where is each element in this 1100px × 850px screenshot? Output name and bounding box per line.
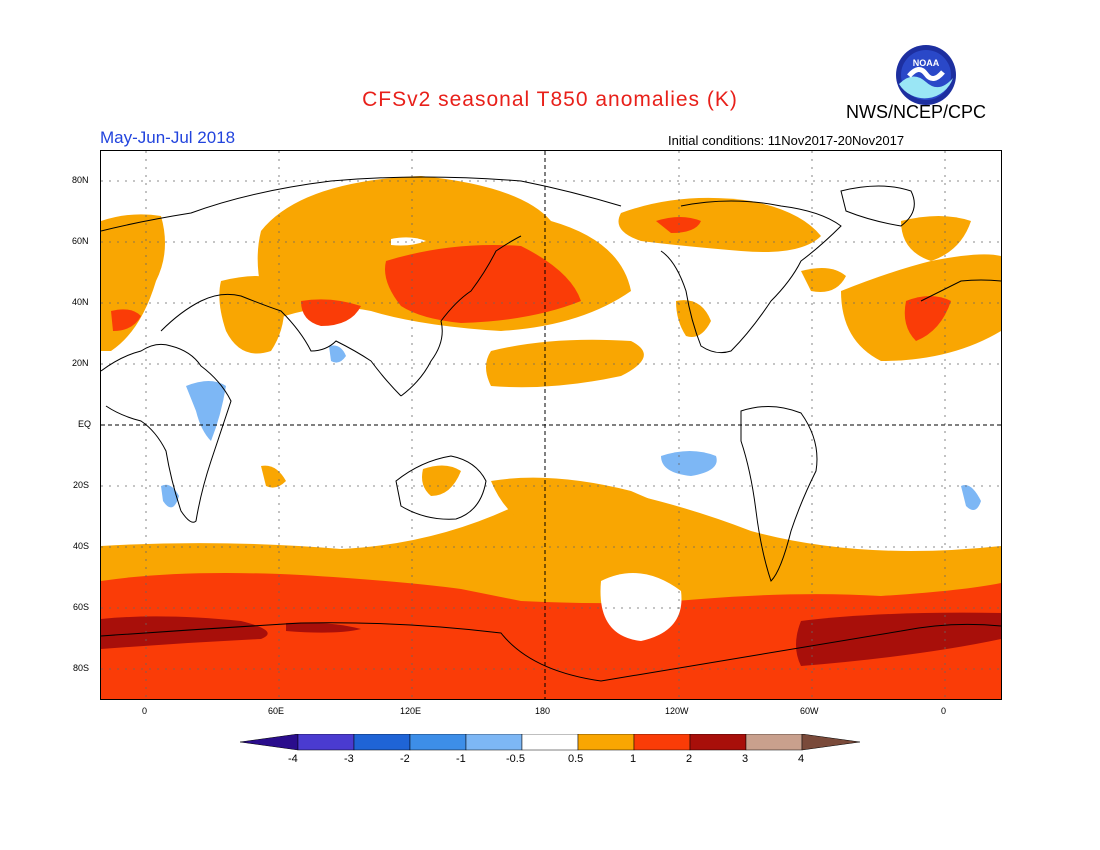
cbar-swatch-1 [297, 734, 355, 751]
cbar-swatch-10 [801, 734, 860, 751]
anomaly-south-atlantic-cold [961, 485, 981, 510]
lat-label-40s: 40S [73, 541, 90, 551]
cbar-swatch-2 [353, 734, 411, 751]
anomaly-canada-core [656, 217, 701, 233]
anomaly-greenland-east [901, 216, 971, 261]
lon-label-60w: 60W [800, 706, 819, 716]
anomaly-australia [422, 465, 461, 496]
anomaly-canada [618, 197, 821, 252]
lat-label-eq: EQ [78, 419, 92, 429]
cbar-swatch-9 [745, 734, 803, 751]
lat-label-80n: 80N [72, 175, 89, 185]
anomaly-pacific-tropical [486, 339, 644, 388]
anomaly-north-pacific [385, 245, 581, 323]
anomaly-east-africa-cold [186, 381, 226, 441]
anomaly-europe-core [111, 309, 141, 331]
cbar-label-1: -3 [344, 753, 354, 765]
coastlines [101, 176, 1001, 682]
lat-label-80s: 80S [73, 663, 90, 673]
lat-label-20n: 20N [72, 358, 89, 368]
lat-label-60s: 60S [73, 602, 90, 612]
cbar-label-3: -1 [456, 753, 466, 765]
reference-lines [101, 151, 1001, 699]
cbar-swatch-6 [577, 734, 635, 751]
anomaly-central-asia [301, 299, 361, 326]
noaa-logo: NOAA [896, 45, 956, 105]
anomaly-band-south-2 [101, 573, 1001, 699]
anomaly-atlantic-core [904, 296, 951, 341]
agency-label: NWS/NCEP/CPC [846, 102, 987, 122]
anomaly-middle-east [219, 276, 285, 354]
lat-label-60n: 60N [72, 236, 89, 246]
lat-label-20s: 20S [73, 480, 90, 490]
cbar-label-0: -4 [288, 753, 298, 765]
color-bar [240, 734, 860, 751]
lon-label-120e: 120E [400, 706, 422, 716]
anomaly-west-na [676, 300, 711, 337]
lon-label-180: 180 [535, 706, 551, 716]
anomaly-south-pacific [491, 477, 761, 546]
anomaly-map [100, 150, 1002, 700]
period-label: May-Jun-Jul 2018 [100, 128, 236, 147]
cbar-swatch-0 [240, 734, 299, 751]
anomaly-gap-siberia [391, 237, 426, 246]
cbar-label-5: 0.5 [568, 753, 584, 765]
logo-text: NOAA [913, 58, 940, 68]
cbar-swatch-3 [409, 734, 467, 751]
cbar-label-7: 2 [686, 753, 693, 765]
cbar-swatch-5 [521, 734, 579, 751]
anomaly-atlantic-west [801, 267, 846, 292]
anomaly-band-south-3 [101, 616, 268, 649]
anomaly-europe [101, 214, 165, 351]
cbar-label-9: 4 [798, 753, 805, 765]
lon-label-0-left: 0 [142, 706, 148, 716]
cbar-label-2: -2 [400, 753, 410, 765]
cbar-label-4: -0.5 [506, 753, 525, 765]
cbar-label-6: 1 [630, 753, 637, 765]
lon-label-120w: 120W [665, 706, 689, 716]
cbar-label-8: 3 [742, 753, 749, 765]
anomaly-band-south-4 [796, 612, 1001, 666]
lon-label-0-right: 0 [941, 706, 947, 716]
lat-label-40n: 40N [72, 297, 89, 307]
anomaly-indian-ocean [261, 465, 286, 488]
anomaly-gap-south-pacific [600, 573, 682, 641]
lon-label-60e: 60E [268, 706, 285, 716]
anomaly-bay-of-bengal-cold [329, 345, 346, 363]
initial-conditions-label: Initial conditions: 11Nov2017-20Nov2017 [668, 133, 905, 148]
chart-title: CFSv2 seasonal T850 anomalies (K) [362, 88, 738, 111]
cbar-swatch-4 [465, 734, 523, 751]
anomaly-band-south-5 [286, 622, 361, 633]
cbar-swatch-8 [689, 734, 747, 751]
cbar-swatch-7 [633, 734, 691, 751]
anomaly-east-pacific-cold [661, 451, 717, 476]
